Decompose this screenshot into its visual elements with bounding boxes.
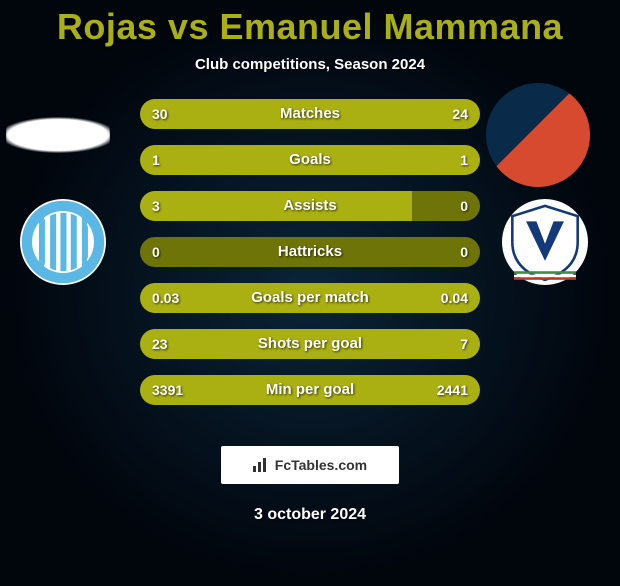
- page-title: Rojas vs Emanuel Mammana: [0, 6, 620, 48]
- stat-row: 33912441Min per goal: [140, 375, 480, 405]
- brand-text: FcTables.com: [275, 457, 367, 473]
- page-subtitle: Club competitions, Season 2024: [0, 56, 620, 73]
- stat-row: 3024Matches: [140, 99, 480, 129]
- stat-label: Goals: [140, 145, 480, 175]
- stat-label: Assists: [140, 191, 480, 221]
- stat-row: 237Shots per goal: [140, 329, 480, 359]
- date-text: 3 october 2024: [0, 506, 620, 524]
- chart-icon: [253, 457, 271, 473]
- stat-label: Goals per match: [140, 283, 480, 313]
- stat-label: Matches: [140, 99, 480, 129]
- stat-row: 0.030.04Goals per match: [140, 283, 480, 313]
- player-right-photo: [486, 83, 590, 187]
- stat-label: Hattricks: [140, 237, 480, 267]
- brand-badge: FcTables.com: [221, 446, 399, 484]
- stat-row: 30Assists: [140, 191, 480, 221]
- player-left-photo: [6, 83, 110, 187]
- racing-club-icon: [20, 199, 106, 285]
- comparison-area: 3024Matches 11Goals 30Assists 00Hattricks 0.…: [0, 99, 620, 405]
- stats-bars: 3024Matches 11Goals 30Assists 00Hattricks 0.…: [140, 99, 480, 405]
- stat-row: 00Hattricks: [140, 237, 480, 267]
- stat-label: Min per goal: [140, 375, 480, 405]
- stat-label: Shots per goal: [140, 329, 480, 359]
- velez-icon: [502, 199, 588, 285]
- club-right-logo: [502, 199, 588, 285]
- stat-row: 11Goals: [140, 145, 480, 175]
- club-left-logo: [20, 199, 106, 285]
